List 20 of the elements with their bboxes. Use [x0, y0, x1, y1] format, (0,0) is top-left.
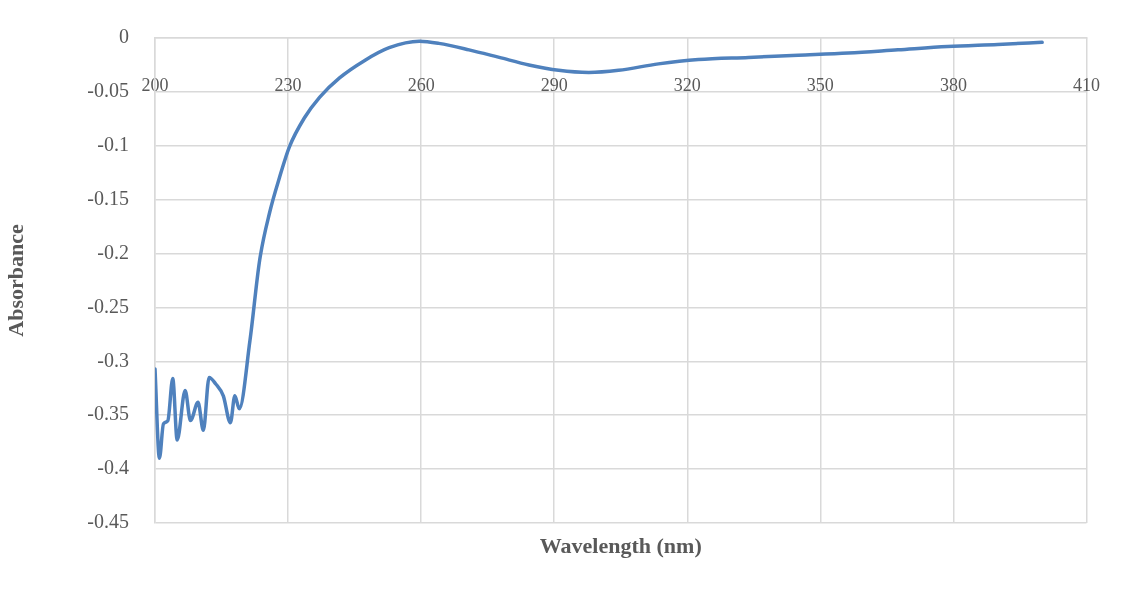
x-axis-title: Wavelength (nm): [539, 532, 702, 558]
x-tick-label: 290: [540, 74, 568, 95]
y-tick-label: -0.2: [97, 240, 129, 263]
y-tick-label: -0.25: [87, 294, 129, 317]
x-tick-label: 260: [407, 74, 435, 95]
x-tick-label: 200: [141, 74, 169, 95]
x-tick-label: 320: [673, 74, 701, 95]
y-tick-label: -0.3: [97, 348, 129, 371]
y-tick-label: -0.35: [87, 402, 129, 425]
x-tick-label: 410: [1073, 74, 1100, 95]
x-tick-label: 380: [939, 74, 967, 95]
y-tick-label: -0.45: [87, 510, 129, 533]
x-tick-label: 350: [806, 74, 834, 95]
y-tick-label: -0.05: [87, 79, 129, 102]
y-tick-label: -0.1: [97, 133, 129, 156]
y-tick-label: -0.4: [97, 456, 129, 479]
y-axis-title: Absorbance: [2, 224, 28, 337]
x-tick-label: 230: [274, 74, 302, 95]
y-tick-label: -0.15: [87, 186, 129, 209]
y-tick-label: 0: [119, 25, 129, 48]
